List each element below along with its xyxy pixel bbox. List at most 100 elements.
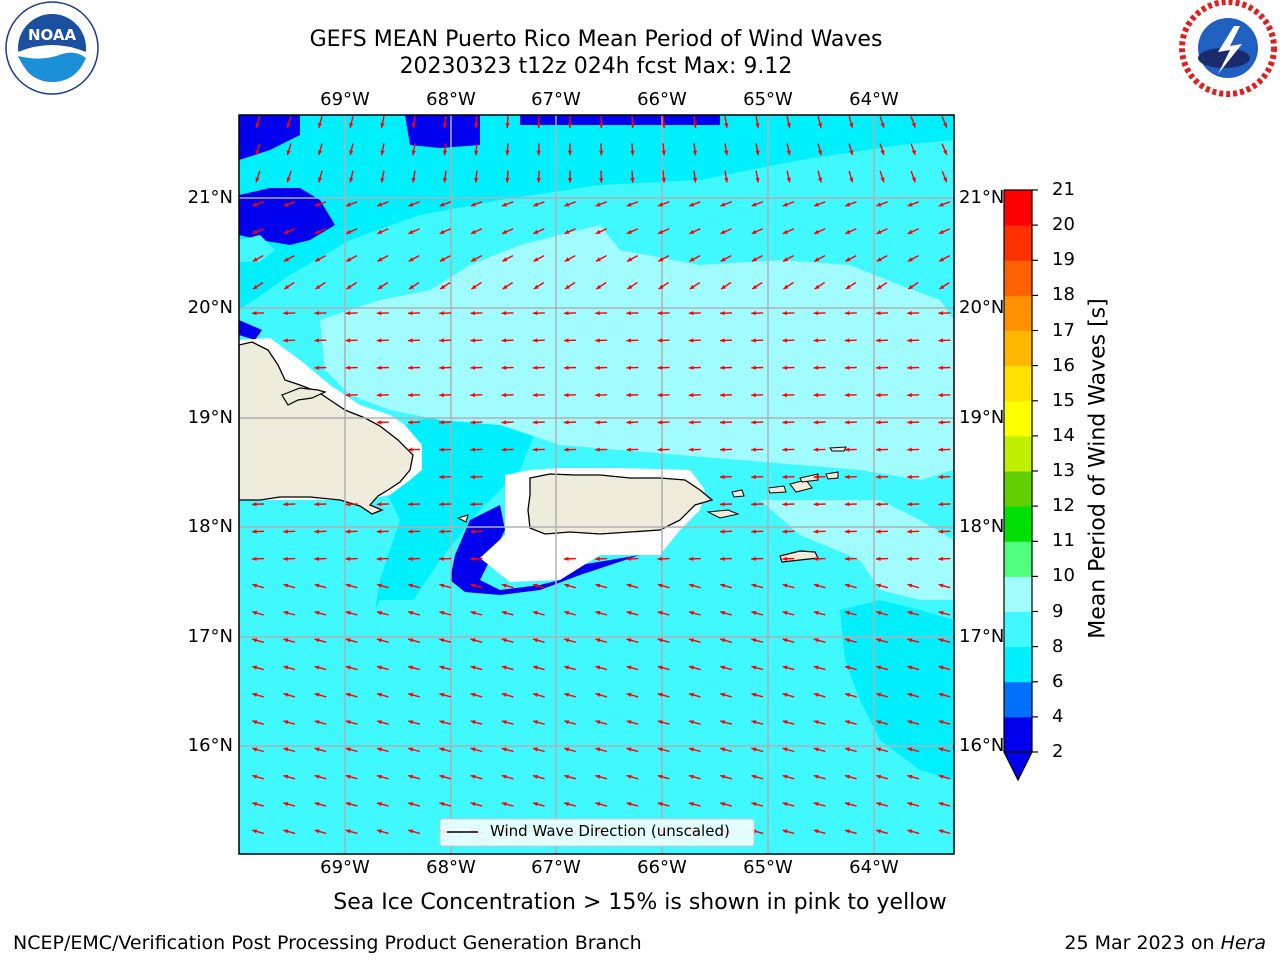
wave-arrow-head [377, 802, 382, 807]
wave-arrow-head [661, 177, 666, 183]
colorbar-cell [1004, 435, 1032, 472]
wave-arrow-head [283, 610, 289, 616]
wave-arrow-head [595, 665, 601, 670]
wave-arrow-head [470, 747, 476, 752]
colorbar-cell [1004, 330, 1032, 367]
wave-arrow-head [876, 502, 881, 507]
lon-label-top: 69°W [320, 89, 370, 110]
lon-label-bottom: 64°W [849, 857, 899, 878]
wave-arrow-head [408, 556, 413, 561]
wave-arrow-head [283, 338, 288, 343]
wave-arrow-head [845, 638, 850, 643]
map-subtitle: 20230323 t12z 024h fcst Max: 9.12 [399, 54, 793, 79]
wave-arrow-head [907, 311, 912, 316]
wave-arrow-head [470, 229, 476, 234]
wave-arrow-head [876, 638, 882, 643]
wave-arrow-head [470, 583, 476, 588]
wave-arrow-head [439, 610, 445, 616]
wave-arrow-head [408, 720, 414, 725]
st-john-island [789, 479, 813, 493]
wave-arrow-head [283, 774, 289, 779]
wave-arrow-head [314, 583, 320, 588]
wave-arrow-head [439, 474, 444, 480]
wave-arrow-head [720, 447, 725, 452]
wave-arrow-head [595, 583, 601, 588]
wave-arrow-head [720, 365, 725, 370]
wave-arrow-head [408, 202, 414, 207]
wave-arrow-head [532, 420, 538, 425]
wave-arrow-head [596, 284, 602, 290]
lon-label-top: 67°W [531, 89, 581, 110]
wave-arrow-head [408, 447, 413, 452]
wave-arrow-head [657, 638, 663, 643]
wave-arrow-head [938, 692, 944, 697]
lat-label-right: 17°N [959, 626, 1005, 647]
wave-arrow-head [782, 338, 787, 343]
wave-arrow-head [661, 123, 666, 128]
wave-arrow-head [938, 338, 943, 343]
wave-arrow-head [876, 420, 881, 425]
wave-arrow-head [907, 638, 913, 643]
wave-arrow-head [595, 747, 601, 752]
wave-arrow-head [501, 365, 507, 370]
wave-arrow-head [630, 150, 635, 156]
wave-arrow-head [439, 311, 444, 316]
wave-arrow-head [345, 529, 351, 534]
wave-arrow-head [377, 747, 382, 752]
wave-arrow-head [813, 474, 819, 480]
wave-arrow-head [938, 720, 944, 725]
wave-arrow-head [845, 665, 850, 670]
wave-arrow-head [813, 610, 819, 616]
wave-arrow-head [564, 747, 570, 752]
wave-arrow-head [688, 365, 694, 370]
wave-arrow-head [658, 202, 663, 207]
wave-arrow-head [813, 747, 819, 752]
wave-arrow-head [595, 610, 601, 616]
wave-arrow-head [626, 392, 631, 398]
wave-arrow-head [627, 257, 633, 262]
wave-arrow-head [844, 338, 850, 343]
wave-arrow-head [283, 556, 288, 561]
wave-arrow-head [907, 202, 913, 207]
wave-arrow-head [283, 720, 289, 725]
wave-arrow-head [501, 610, 507, 616]
wave-arrow-head [408, 829, 414, 834]
level-2-4-north [405, 115, 480, 148]
wave-arrow-head [907, 474, 912, 480]
wave-arrow-head [814, 229, 820, 234]
wave-arrow-head [411, 177, 416, 183]
wave-arrow-head [938, 774, 944, 779]
wave-arrow-head [408, 665, 414, 670]
wave-arrow-head [411, 123, 416, 128]
wave-arrow-head [782, 420, 787, 425]
colorbar-cell [1004, 681, 1032, 718]
wave-arrow-head [595, 638, 601, 643]
wave-arrow-head [876, 720, 882, 725]
wave-arrow-head [470, 802, 476, 807]
wave-arrow-head [907, 392, 912, 398]
footer-credit: NCEP/EMC/Verification Post Processing Pr… [13, 932, 642, 954]
wave-arrow-head [907, 665, 913, 670]
wave-arrow-head [408, 338, 413, 343]
wave-arrow-head [376, 420, 382, 425]
wave-arrow-head [844, 556, 850, 561]
wave-arrow-head [314, 692, 320, 697]
wave-arrow-head [564, 420, 569, 425]
graticule [239, 115, 954, 854]
lon-label-top: 65°W [743, 89, 793, 110]
legend-box [439, 818, 755, 847]
wave-arrow-head [938, 365, 943, 370]
wave-arrow-head [751, 257, 757, 262]
wave-arrow-head [599, 178, 604, 183]
wave-arrow-head [283, 257, 289, 262]
wave-arrow-head [380, 123, 385, 128]
lat-label-left: 17°N [187, 626, 233, 647]
wave-arrow-head [689, 610, 694, 616]
colorbar-cell [1004, 365, 1032, 402]
wave-arrow-head [720, 502, 725, 507]
wave-arrow-head [439, 583, 445, 588]
level-2-4-west [239, 320, 262, 340]
wave-arrow-head [349, 177, 354, 183]
wave-arrow-head [845, 774, 850, 779]
colorbar-extend-arrow [1003, 751, 1033, 782]
